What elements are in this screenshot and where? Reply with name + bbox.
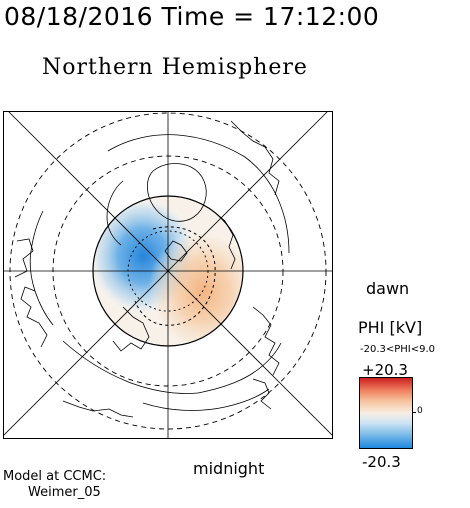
colorbar-zero-tick — [412, 412, 416, 413]
map-border — [3, 111, 333, 439]
midnight-label: midnight — [193, 459, 265, 478]
colorbar — [359, 377, 413, 449]
dawn-label: dawn — [366, 279, 410, 298]
meridians — [3, 111, 333, 439]
time-title: 08/18/2016 Time = 17:12:00 — [4, 2, 380, 31]
polar-map — [3, 111, 333, 439]
hemisphere-title: Northern Hemisphere — [42, 55, 308, 80]
coastlines — [14, 120, 290, 418]
colorbar-range: -20.3<PHI<9.0 — [360, 344, 436, 355]
colorbar-zero-label: 0 — [417, 406, 423, 416]
model-name: Weimer_05 — [28, 485, 101, 500]
latitude-circles — [9, 112, 327, 430]
colorbar-min-label: -20.3 — [362, 453, 401, 471]
colorbar-max-label: +20.3 — [362, 361, 408, 379]
colorbar-title: PHI [kV] — [358, 318, 423, 337]
model-label: Model at CCMC: — [3, 469, 107, 484]
